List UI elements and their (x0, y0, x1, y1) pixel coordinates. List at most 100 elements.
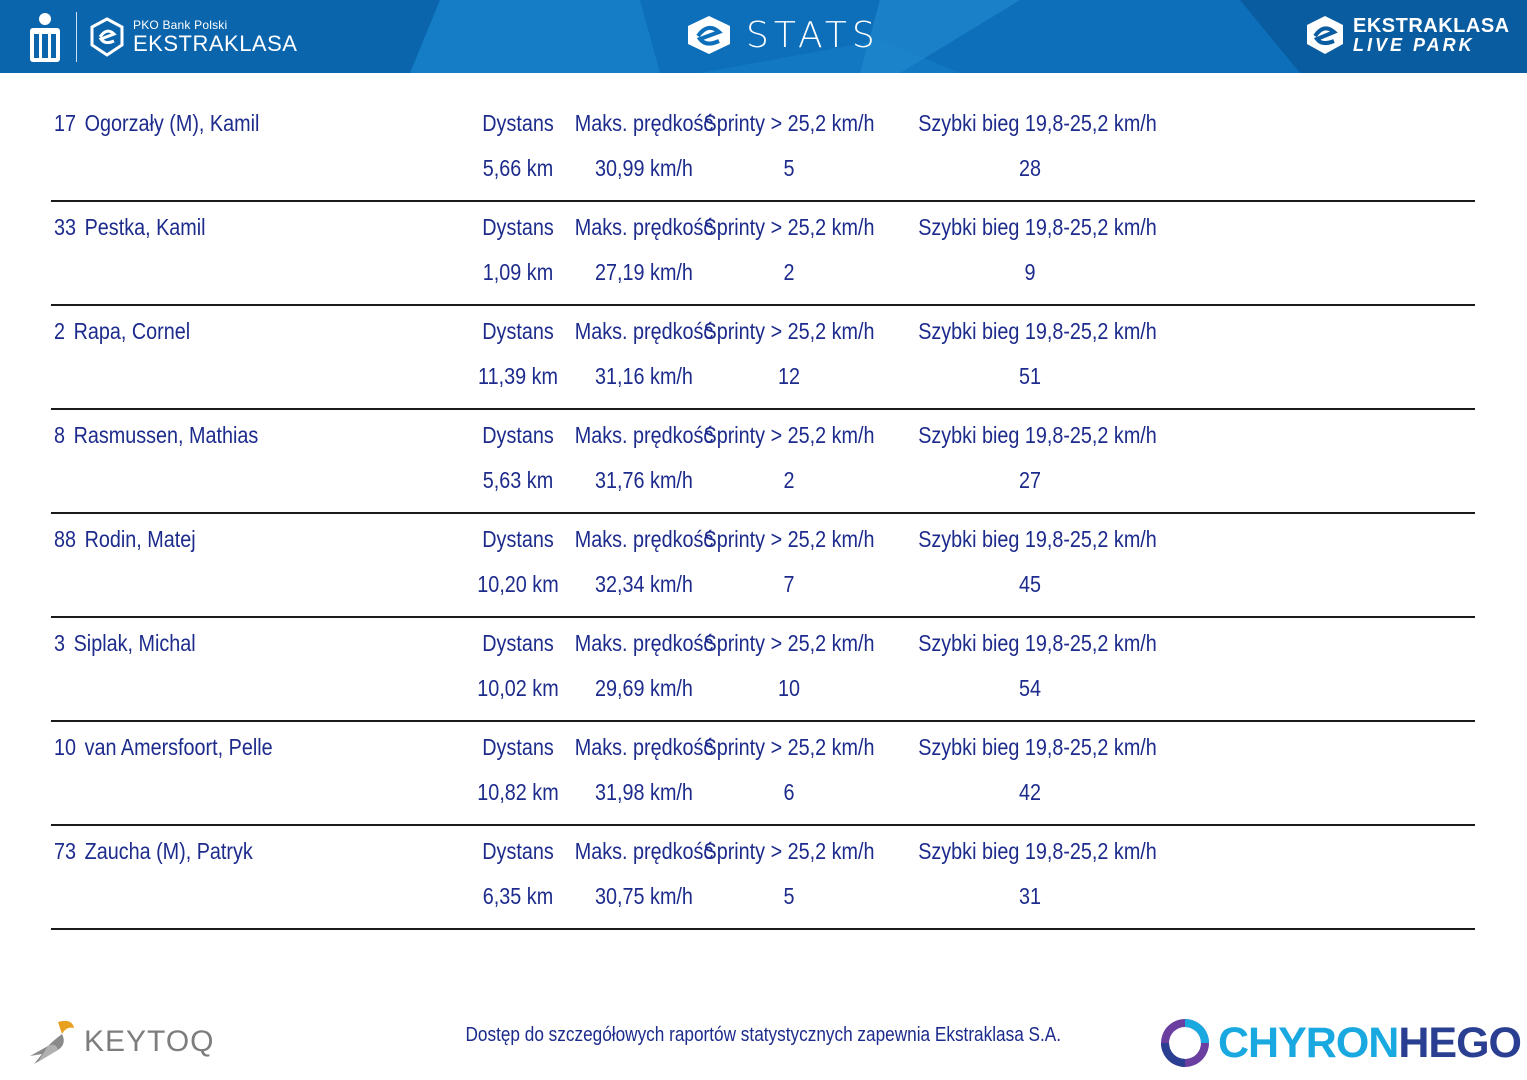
distance-value: 11,39 km (478, 363, 558, 389)
distance-label: Dystans (482, 214, 554, 240)
pko-ekstraklasa-brand: PKO Bank Polski EKSTRAKLASA (26, 8, 297, 66)
page-title: STATS (686, 14, 880, 56)
header-bar: PKO Bank Polski EKSTRAKLASA STATS EKSTRA… (0, 0, 1527, 73)
player-name: Rapa, Cornel (73, 318, 191, 344)
fast-run-value: 45 (1018, 571, 1042, 597)
keytoq-logo: KEYTOQ (28, 1016, 214, 1068)
sprints-label: Sprinty > 25,2 km/h (703, 214, 875, 240)
player-name: Rodin, Matej (84, 526, 196, 552)
brand-divider (76, 12, 77, 62)
distance-label: Dystans (482, 734, 554, 760)
player-name-cell: 73 Zaucha (M), Patryk (54, 838, 253, 865)
max-speed-label: Maks. prędkość (574, 838, 714, 864)
player-number: 33 (54, 214, 77, 240)
distance-value: 10,82 km (477, 779, 559, 805)
sprints-label: Sprinty > 25,2 km/h (703, 318, 875, 344)
max-speed-label: Maks. prędkość (574, 734, 714, 760)
player-name-cell: 17 Ogorzały (M), Kamil (54, 110, 259, 137)
max-speed-label: Maks. prędkość (574, 422, 714, 448)
pko-logo-icon (30, 13, 60, 62)
max-speed-label: Maks. prędkość (574, 630, 714, 656)
player-row: 2 Rapa, Cornel Dystans 11,39 km Maks. prę… (51, 306, 1475, 410)
hego-text: HEGO (1398, 1018, 1522, 1067)
chyron-text: CHYRON (1218, 1018, 1399, 1067)
fast-run-value: 28 (1018, 155, 1042, 181)
player-row: 33 Pestka, Kamil Dystans 1,09 km Maks. pr… (51, 202, 1475, 306)
fast-run-value: 9 (1024, 259, 1036, 285)
player-name-cell: 10 van Amersfoort, Pelle (54, 734, 273, 761)
distance-label: Dystans (482, 422, 554, 448)
player-name: Zaucha (M), Patryk (84, 838, 253, 864)
player-number: 73 (54, 838, 77, 864)
max-speed-value: 29,69 km/h (595, 675, 693, 701)
distance-label: Dystans (482, 318, 554, 344)
max-speed-value: 32,34 km/h (595, 571, 693, 597)
player-stats-list: 17 Ogorzały (M), Kamil Dystans 5,66 km Ma… (51, 98, 1475, 930)
brand-subtitle: PKO Bank Polski (133, 18, 228, 32)
ekstraklasa-shield-icon (90, 17, 124, 57)
fast-run-value: 31 (1018, 883, 1042, 909)
fast-run-value: 51 (1018, 363, 1042, 389)
distance-value: 5,63 km (482, 467, 554, 493)
distance-value: 10,02 km (477, 675, 559, 701)
max-speed-value: 27,19 km/h (595, 259, 693, 285)
player-number: 17 (54, 110, 77, 136)
max-speed-value: 31,16 km/h (595, 363, 693, 389)
max-speed-value: 30,99 km/h (595, 155, 693, 181)
keytoq-bird-icon (30, 1020, 74, 1064)
distance-value: 1,09 km (482, 259, 554, 285)
brand-title: EKSTRAKLASA (133, 31, 298, 56)
player-name: Siplak, Michal (73, 630, 196, 656)
player-row: 17 Ogorzały (M), Kamil Dystans 5,66 km Ma… (51, 98, 1475, 202)
distance-label: Dystans (482, 526, 554, 552)
sprints-label: Sprinty > 25,2 km/h (703, 838, 875, 864)
fast-run-label: Szybki bieg 19,8-25,2 km/h (918, 526, 1157, 552)
player-name: Pestka, Kamil (84, 214, 206, 240)
player-row: 73 Zaucha (M), Patryk Dystans 6,35 km Mak… (51, 826, 1475, 930)
footer-note-text: Dostęp do szczegółowych raportów statyst… (465, 1024, 1062, 1046)
fast-run-label: Szybki bieg 19,8-25,2 km/h (918, 630, 1157, 656)
stats-e-icon (688, 16, 730, 54)
sprints-label: Sprinty > 25,2 km/h (703, 110, 875, 136)
player-name-cell: 33 Pestka, Kamil (54, 214, 206, 241)
sprints-label: Sprinty > 25,2 km/h (703, 630, 875, 656)
fast-run-value: 27 (1018, 467, 1042, 493)
distance-label: Dystans (482, 630, 554, 656)
footer-note: Dostęp do szczegółowych raportów statyst… (0, 1024, 1527, 1047)
player-name-cell: 2 Rapa, Cornel (54, 318, 190, 345)
header-background (0, 0, 1527, 73)
sprints-value: 2 (783, 467, 795, 493)
sprints-label: Sprinty > 25,2 km/h (703, 422, 875, 448)
sprints-value: 5 (783, 883, 795, 909)
max-speed-value: 30,75 km/h (595, 883, 693, 909)
live-park-e-icon (1307, 16, 1343, 54)
player-name-cell: 3 Siplak, Michal (54, 630, 196, 657)
player-name-cell: 88 Rodin, Matej (54, 526, 196, 553)
fast-run-label: Szybki bieg 19,8-25,2 km/h (918, 734, 1157, 760)
max-speed-value: 31,98 km/h (595, 779, 693, 805)
distance-value: 10,20 km (477, 571, 559, 597)
player-number: 88 (54, 526, 77, 552)
fast-run-value: 42 (1018, 779, 1042, 805)
fast-run-label: Szybki bieg 19,8-25,2 km/h (918, 318, 1157, 344)
player-name-cell: 8 Rasmussen, Mathias (54, 422, 258, 449)
sprints-value: 6 (783, 779, 795, 805)
max-speed-label: Maks. prędkość (574, 526, 714, 552)
distance-value: 6,35 km (482, 883, 554, 909)
fast-run-label: Szybki bieg 19,8-25,2 km/h (918, 838, 1157, 864)
player-name: van Amersfoort, Pelle (84, 734, 273, 760)
player-name: Rasmussen, Mathias (73, 422, 259, 448)
fast-run-label: Szybki bieg 19,8-25,2 km/h (918, 422, 1157, 448)
distance-label: Dystans (482, 838, 554, 864)
fast-run-label: Szybki bieg 19,8-25,2 km/h (918, 110, 1157, 136)
sprints-value: 10 (777, 675, 801, 701)
player-row: 3 Siplak, Michal Dystans 10,02 km Maks. p… (51, 618, 1475, 722)
sprints-value: 7 (783, 571, 795, 597)
max-speed-label: Maks. prędkość (574, 110, 714, 136)
fast-run-label: Szybki bieg 19,8-25,2 km/h (918, 214, 1157, 240)
player-row: 10 van Amersfoort, Pelle Dystans 10,82 km… (51, 722, 1475, 826)
stats-label: STATS (746, 14, 880, 56)
sprints-value: 2 (783, 259, 795, 285)
player-row: 88 Rodin, Matej Dystans 10,20 km Maks. pr… (51, 514, 1475, 618)
player-number: 10 (54, 734, 77, 760)
